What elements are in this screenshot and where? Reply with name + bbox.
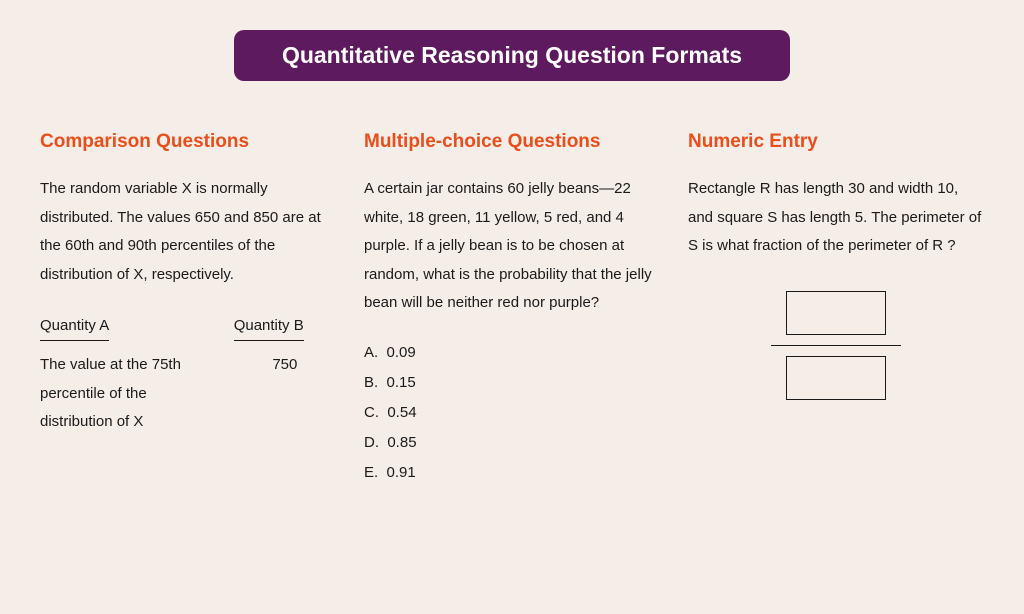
mc-choice-text: 0.09	[387, 344, 416, 361]
page-title: Quantitative Reasoning Question Formats	[282, 42, 742, 68]
page-title-banner: Quantitative Reasoning Question Formats	[234, 30, 790, 81]
quantity-a-text: The value at the 75th percentile of the …	[40, 351, 204, 437]
numeric-heading: Numeric Entry	[688, 131, 984, 153]
mc-choice-letter: A.	[364, 344, 378, 361]
mc-choice-letter: D.	[364, 434, 379, 451]
mc-choice[interactable]: A. 0.09	[364, 338, 660, 368]
quantity-b-label: Quantity B	[234, 317, 304, 341]
numeric-prompt: Rectangle R has length 30 and width 10, …	[688, 175, 984, 261]
mc-choice-text: 0.15	[387, 374, 416, 391]
fraction-entry	[688, 291, 984, 400]
mc-choice[interactable]: B. 0.15	[364, 368, 660, 398]
mc-choice-letter: E.	[364, 464, 378, 481]
mc-choice-text: 0.54	[387, 404, 416, 421]
mc-choice-letter: C.	[364, 404, 379, 421]
mc-choice-text: 0.85	[387, 434, 416, 451]
mc-choice[interactable]: C. 0.54	[364, 398, 660, 428]
quantity-a-col: Quantity A The value at the 75th percent…	[40, 317, 204, 437]
mc-choice[interactable]: D. 0.85	[364, 428, 660, 458]
fraction-line	[771, 345, 901, 346]
comparison-heading: Comparison Questions	[40, 131, 336, 153]
denominator-input[interactable]	[786, 356, 886, 400]
columns-row: Comparison Questions The random variable…	[40, 131, 984, 488]
numerator-input[interactable]	[786, 291, 886, 335]
quantity-a-label: Quantity A	[40, 317, 109, 341]
quantity-b-text: 750	[234, 351, 336, 380]
page-container: Quantitative Reasoning Question Formats …	[0, 0, 1024, 518]
comparison-column: Comparison Questions The random variable…	[40, 131, 336, 488]
mc-choice-letter: B.	[364, 374, 378, 391]
comparison-prompt: The random variable X is normally distri…	[40, 175, 336, 289]
mc-choices: A. 0.09 B. 0.15 C. 0.54 D. 0.85 E.	[364, 338, 660, 488]
mc-choice[interactable]: E. 0.91	[364, 458, 660, 488]
comparison-table: Quantity A The value at the 75th percent…	[40, 317, 336, 437]
mc-heading: Multiple-choice Questions	[364, 131, 660, 153]
mc-choice-text: 0.91	[387, 464, 416, 481]
mc-prompt: A certain jar contains 60 jelly beans—22…	[364, 175, 660, 318]
quantity-b-col: Quantity B 750	[234, 317, 336, 437]
multiple-choice-column: Multiple-choice Questions A certain jar …	[364, 131, 660, 488]
numeric-entry-column: Numeric Entry Rectangle R has length 30 …	[688, 131, 984, 488]
